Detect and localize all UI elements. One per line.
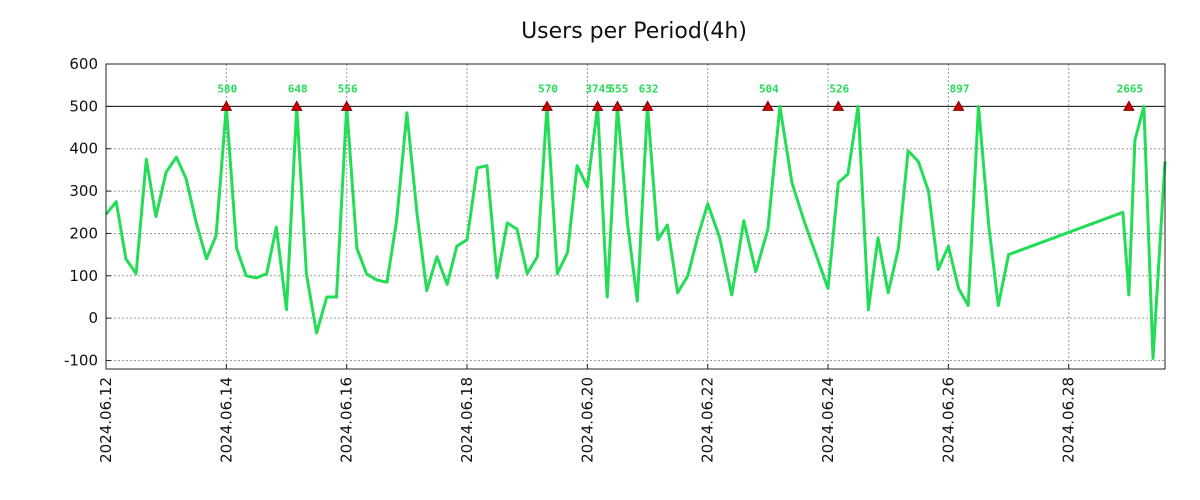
y-tick-label: 500 bbox=[69, 97, 98, 115]
peak-marker bbox=[611, 100, 624, 111]
y-tick-label: 200 bbox=[69, 224, 98, 242]
plot-frame bbox=[105, 63, 1166, 370]
peak-label: 580 bbox=[217, 82, 237, 95]
peak-marker bbox=[541, 100, 553, 111]
x-axis-ticks: 2024.06.12 2024.06.14 2024.06.16 2024.06.18… bbox=[97, 364, 1078, 463]
x-tick-label: 2024.06.22 bbox=[699, 377, 717, 463]
peak-label: 648 bbox=[288, 82, 308, 95]
series-lines bbox=[104, 104, 1167, 360]
peak-marker bbox=[290, 100, 303, 111]
y-tick-label: 300 bbox=[69, 182, 98, 200]
peak-marker bbox=[591, 100, 604, 111]
chart-title: Users per Period(4h) bbox=[521, 19, 747, 44]
y-tick-label: 0 bbox=[88, 309, 98, 327]
y-tick-label: 100 bbox=[69, 267, 98, 285]
peak-label: 897 bbox=[950, 82, 970, 95]
peak-label: 555 bbox=[609, 82, 629, 95]
y-tick-label: -100 bbox=[64, 352, 98, 370]
x-tick-label: 2024.06.28 bbox=[1060, 377, 1078, 463]
y-tick-label: 400 bbox=[69, 140, 98, 158]
peak-markers bbox=[220, 100, 1135, 111]
y-tick-label: 600 bbox=[69, 55, 98, 73]
peak-label: 570 bbox=[538, 82, 558, 95]
peak-label: 526 bbox=[829, 82, 849, 95]
x-tick-label: 2024.06.14 bbox=[217, 377, 235, 463]
peak-marker bbox=[832, 100, 845, 111]
x-tick-label: 2024.06.20 bbox=[578, 377, 596, 463]
series-line-users bbox=[104, 104, 1167, 360]
x-tick-label: 2024.06.26 bbox=[939, 377, 957, 463]
x-tick-label: 2024.06.18 bbox=[458, 377, 476, 463]
y-axis-ticks: 600 500 400 300 200 100 0 -100 bbox=[64, 55, 111, 370]
peak-marker bbox=[762, 100, 774, 111]
x-tick-label: 2024.06.16 bbox=[338, 377, 356, 463]
peak-label: 556 bbox=[338, 82, 358, 95]
peak-label: 632 bbox=[639, 82, 659, 95]
peak-marker bbox=[952, 100, 965, 111]
peak-label: 504 bbox=[759, 82, 779, 95]
x-tick-label: 2024.06.12 bbox=[97, 377, 115, 463]
grid-lines bbox=[105, 63, 1165, 369]
peak-marker bbox=[1123, 100, 1135, 111]
x-tick-label: 2024.06.24 bbox=[819, 377, 837, 463]
peak-marker bbox=[340, 100, 353, 111]
peak-marker bbox=[641, 100, 654, 111]
peak-marker bbox=[220, 100, 233, 111]
peak-label: 3745 bbox=[585, 82, 612, 95]
peak-label: 2665 bbox=[1117, 82, 1144, 95]
